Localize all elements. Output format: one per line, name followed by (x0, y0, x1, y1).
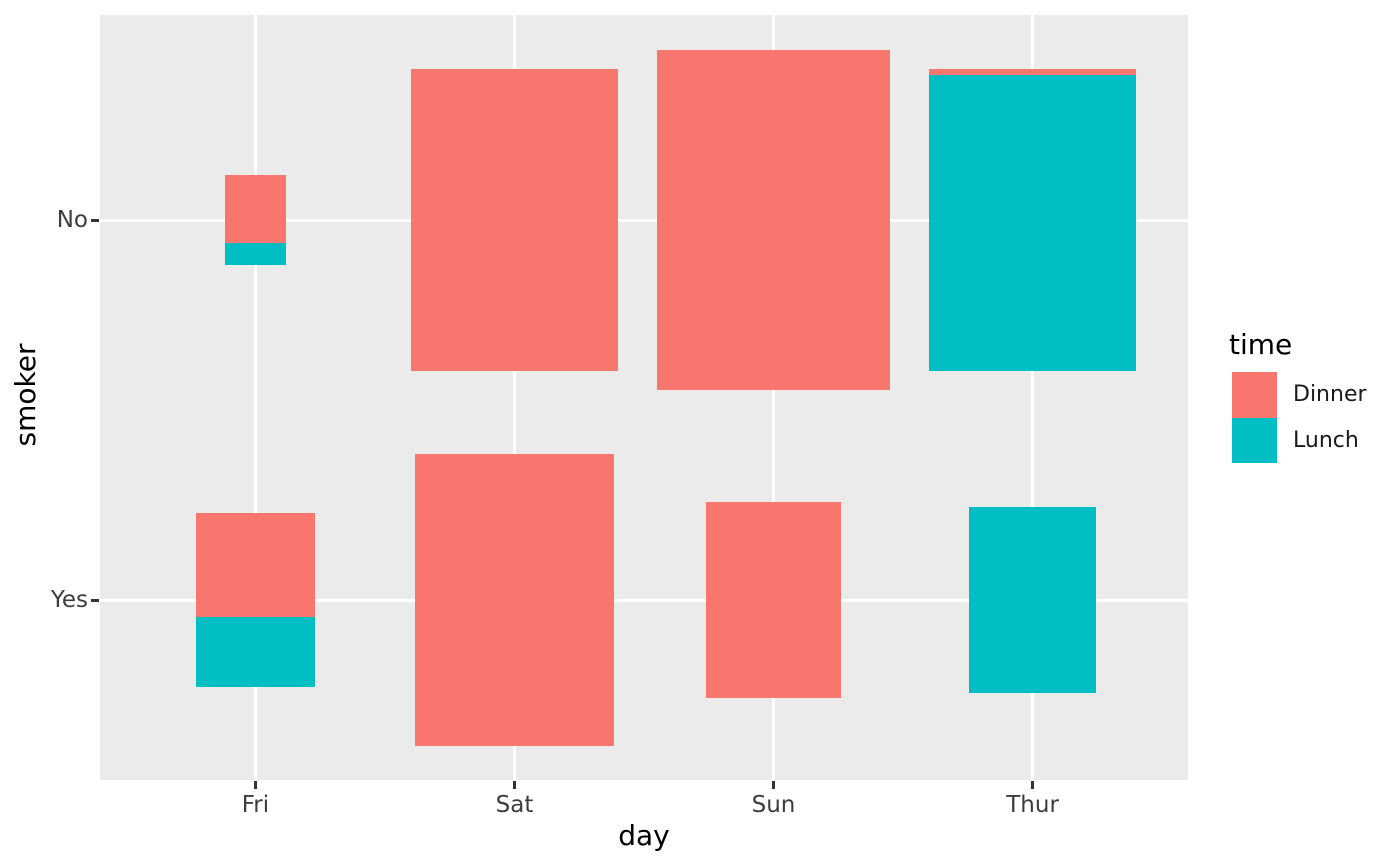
x-tick-mark (513, 781, 516, 789)
cell-segment-lunch (968, 506, 1097, 694)
legend-swatch-dinner (1232, 372, 1277, 418)
x-tick-mark (253, 781, 257, 789)
mosaic-cell-sat-no (410, 68, 618, 372)
cell-segment-dinner (657, 49, 890, 391)
mosaic-cell-thur-no (929, 68, 1137, 372)
v-gridline (1031, 15, 1035, 780)
v-gridline (253, 15, 257, 780)
x-tick-label: Sat (495, 792, 534, 818)
v-gridline (772, 15, 775, 780)
x-axis-title: day (618, 819, 670, 852)
mosaic-cell-fri-no (224, 174, 287, 266)
plot-panel (100, 15, 1188, 780)
legend-title: time (1229, 328, 1293, 361)
cell-segment-lunch (224, 242, 287, 266)
cell-segment-dinner (195, 512, 316, 618)
x-tick-label: Fri (241, 792, 270, 818)
x-tick-mark (1031, 781, 1035, 789)
cell-segment-dinner (929, 68, 1137, 76)
cell-segment-dinner (410, 68, 618, 372)
cell-segment-dinner (224, 174, 287, 243)
legend-label-dinner: Dinner (1293, 382, 1367, 407)
x-tick-label: Thur (1006, 792, 1059, 818)
cell-segment-dinner (706, 501, 841, 699)
x-tick-mark (772, 781, 775, 789)
legend-label-lunch: Lunch (1293, 427, 1359, 453)
y-tick-label: No (56, 207, 88, 233)
mosaic-cell-sun-no (657, 49, 890, 391)
y-tick-mark (91, 218, 99, 222)
cell-segment-dinner (414, 453, 615, 747)
y-tick-mark (91, 598, 99, 602)
mosaic-cell-sat-yes (414, 453, 615, 747)
mosaic-cell-thur-yes (968, 506, 1097, 694)
cell-segment-lunch (929, 75, 1137, 372)
y-tick-label: Yes (50, 587, 88, 613)
cell-segment-lunch (195, 617, 316, 688)
x-tick-label: Sun (751, 792, 796, 818)
legend-swatch-lunch (1232, 417, 1277, 463)
y-axis-title: smoker (9, 343, 42, 446)
h-gridline (100, 218, 1188, 222)
mosaic-cell-fri-yes (195, 512, 316, 688)
h-gridline (100, 598, 1188, 602)
v-gridline (513, 15, 516, 780)
mosaic-cell-sun-yes (706, 501, 841, 699)
